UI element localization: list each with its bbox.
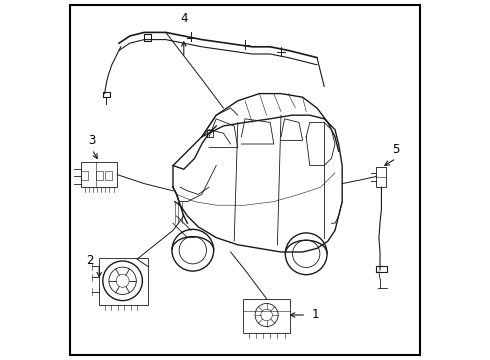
Bar — [104, 171, 112, 180]
Text: 5: 5 — [392, 143, 400, 156]
Text: 3: 3 — [88, 134, 96, 147]
Bar — [81, 171, 88, 180]
Text: 2: 2 — [86, 255, 94, 267]
Bar — [81, 162, 117, 187]
Text: 4: 4 — [180, 12, 188, 24]
Text: 1: 1 — [312, 309, 319, 321]
Bar — [96, 171, 103, 180]
Bar — [99, 258, 148, 305]
Bar — [376, 167, 387, 187]
Bar — [243, 299, 290, 333]
